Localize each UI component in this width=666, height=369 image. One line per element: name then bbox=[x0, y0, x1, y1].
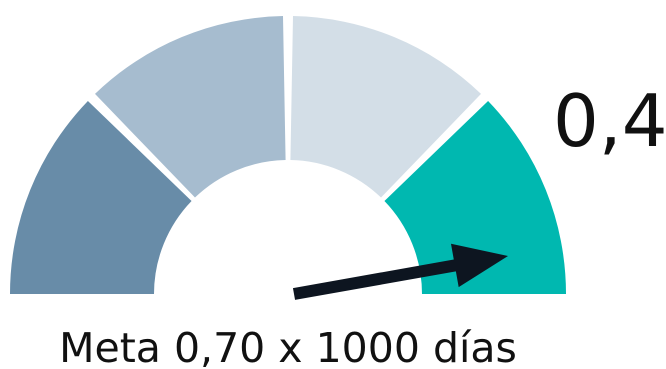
gauge-value-label: 0,4 bbox=[553, 79, 666, 163]
gauge-segment-3 bbox=[290, 16, 482, 198]
gauge-segment-1 bbox=[10, 100, 192, 295]
gauge-segment-4 bbox=[384, 100, 566, 295]
gauge-segments bbox=[10, 16, 566, 295]
gauge-needle bbox=[292, 243, 508, 300]
gauge-caption: Meta 0,70 x 1000 días bbox=[59, 324, 517, 369]
gauge-segment-2 bbox=[94, 16, 286, 198]
